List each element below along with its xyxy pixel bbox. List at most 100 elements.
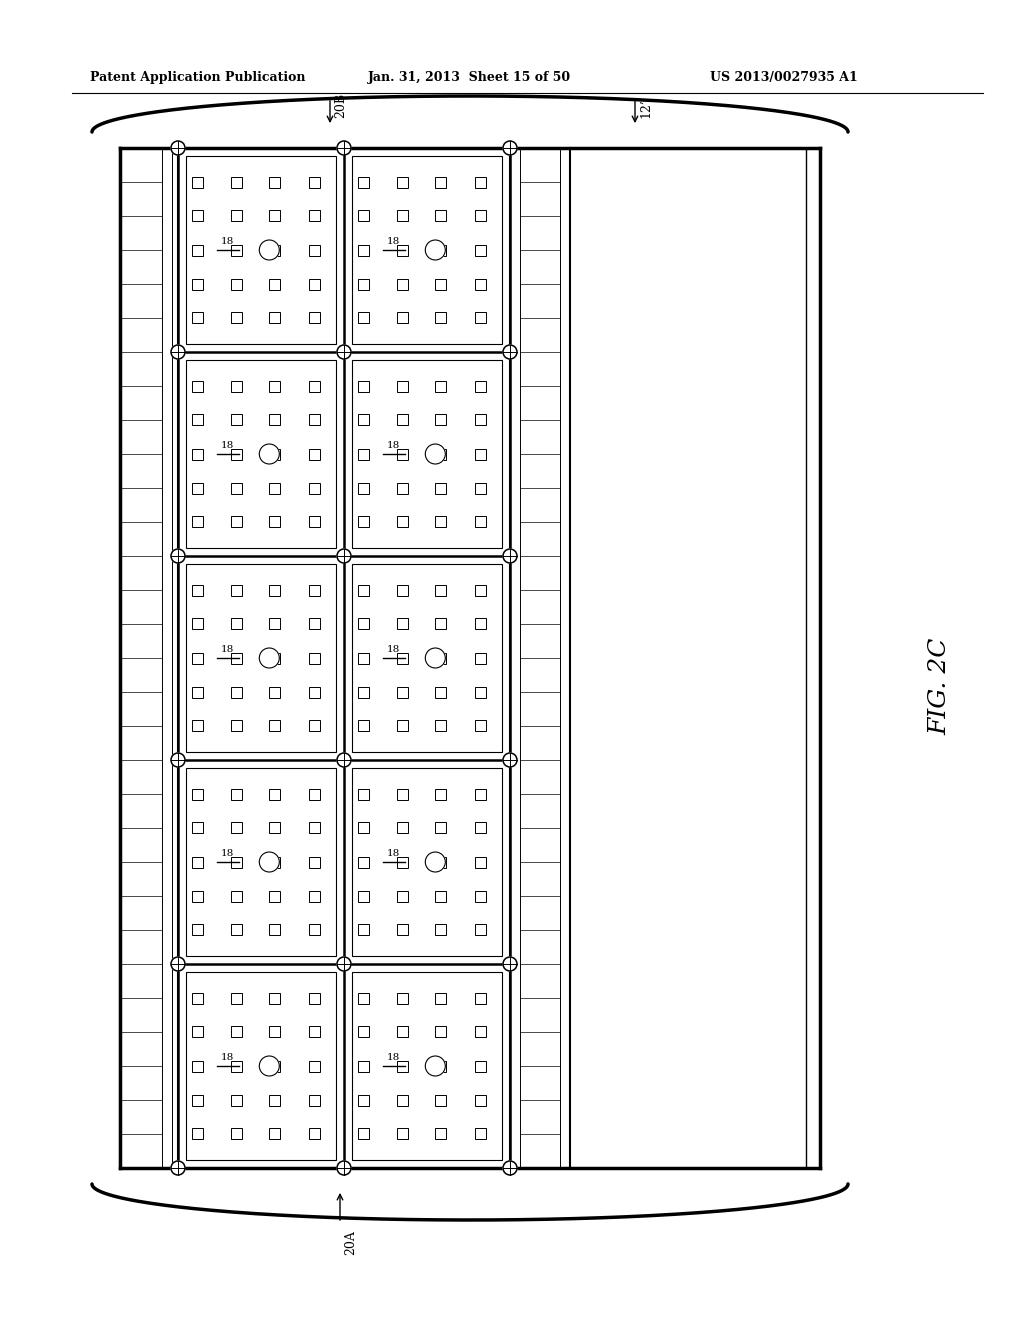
Bar <box>435 414 445 425</box>
Bar <box>474 857 485 867</box>
Circle shape <box>425 851 445 873</box>
Circle shape <box>425 240 445 260</box>
Bar <box>268 822 280 833</box>
Bar <box>230 449 242 459</box>
Bar <box>268 652 280 664</box>
Bar <box>474 1026 485 1036</box>
Bar <box>474 789 485 800</box>
Bar <box>268 177 280 189</box>
Circle shape <box>425 1056 445 1076</box>
Bar <box>308 280 319 290</box>
Bar <box>474 924 485 935</box>
Circle shape <box>425 648 445 668</box>
Bar <box>352 564 502 752</box>
Bar <box>230 1096 242 1106</box>
Bar <box>193 1127 204 1139</box>
Bar <box>193 891 204 902</box>
Bar <box>358 822 370 833</box>
Bar <box>435 244 445 256</box>
Bar <box>352 360 502 548</box>
Bar <box>268 449 280 459</box>
Bar <box>230 618 242 628</box>
Bar <box>268 719 280 731</box>
Bar <box>358 280 370 290</box>
Circle shape <box>259 444 280 465</box>
Bar <box>230 381 242 392</box>
Bar <box>358 993 370 1005</box>
Bar <box>268 688 280 698</box>
Bar <box>230 177 242 189</box>
Bar <box>193 177 204 189</box>
Text: 18: 18 <box>221 238 234 246</box>
Bar <box>358 688 370 698</box>
Bar <box>193 857 204 867</box>
Bar <box>308 1096 319 1106</box>
Bar <box>358 924 370 935</box>
Bar <box>435 924 445 935</box>
Bar <box>474 516 485 527</box>
Text: 18: 18 <box>221 849 234 858</box>
Bar <box>308 244 319 256</box>
Bar <box>268 924 280 935</box>
Bar <box>186 360 336 548</box>
Bar <box>474 244 485 256</box>
Bar <box>193 789 204 800</box>
Bar <box>358 891 370 902</box>
Bar <box>435 993 445 1005</box>
Bar <box>396 244 408 256</box>
Bar <box>435 449 445 459</box>
Bar <box>230 414 242 425</box>
Bar <box>358 789 370 800</box>
Bar <box>396 516 408 527</box>
Bar <box>396 177 408 189</box>
Bar <box>435 1026 445 1036</box>
Circle shape <box>503 345 517 359</box>
Bar <box>396 993 408 1005</box>
Bar <box>308 585 319 597</box>
Bar <box>230 483 242 494</box>
Bar <box>230 210 242 220</box>
Bar <box>435 618 445 628</box>
Bar <box>358 449 370 459</box>
Bar <box>474 483 485 494</box>
Bar <box>358 652 370 664</box>
Bar <box>435 585 445 597</box>
Bar <box>474 414 485 425</box>
Bar <box>268 789 280 800</box>
Bar <box>308 210 319 220</box>
Bar <box>186 972 336 1160</box>
Bar <box>358 618 370 628</box>
Circle shape <box>259 240 280 260</box>
Bar <box>396 652 408 664</box>
Bar <box>230 789 242 800</box>
Bar <box>193 280 204 290</box>
Bar <box>193 516 204 527</box>
Bar <box>396 1060 408 1072</box>
Bar <box>474 688 485 698</box>
Bar <box>230 924 242 935</box>
Circle shape <box>171 1162 185 1175</box>
Bar <box>435 688 445 698</box>
Bar <box>358 1026 370 1036</box>
Bar <box>396 924 408 935</box>
Bar <box>474 822 485 833</box>
Bar <box>435 312 445 323</box>
Bar <box>352 972 502 1160</box>
Bar <box>268 483 280 494</box>
Text: 18: 18 <box>221 1053 234 1063</box>
Bar <box>435 516 445 527</box>
Bar <box>193 414 204 425</box>
Bar <box>308 1127 319 1139</box>
Bar <box>308 381 319 392</box>
Bar <box>474 1127 485 1139</box>
Bar <box>435 652 445 664</box>
Bar <box>396 618 408 628</box>
Bar <box>474 891 485 902</box>
Bar <box>474 280 485 290</box>
Bar <box>230 688 242 698</box>
Bar <box>474 618 485 628</box>
Circle shape <box>337 957 351 972</box>
Bar <box>358 312 370 323</box>
Bar <box>396 688 408 698</box>
Bar <box>193 312 204 323</box>
